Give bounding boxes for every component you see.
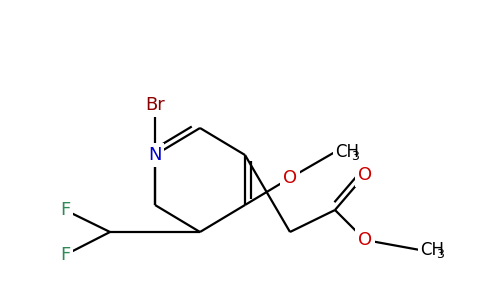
Text: F: F — [60, 201, 70, 219]
Text: O: O — [283, 169, 297, 187]
Text: O: O — [358, 231, 372, 249]
Text: CH: CH — [420, 241, 444, 259]
Text: 3: 3 — [436, 248, 443, 261]
Text: CH: CH — [335, 143, 359, 161]
Text: Br: Br — [145, 96, 165, 114]
Text: 3: 3 — [350, 150, 359, 163]
Text: N: N — [148, 146, 162, 164]
Text: F: F — [60, 246, 70, 264]
Text: O: O — [358, 166, 372, 184]
